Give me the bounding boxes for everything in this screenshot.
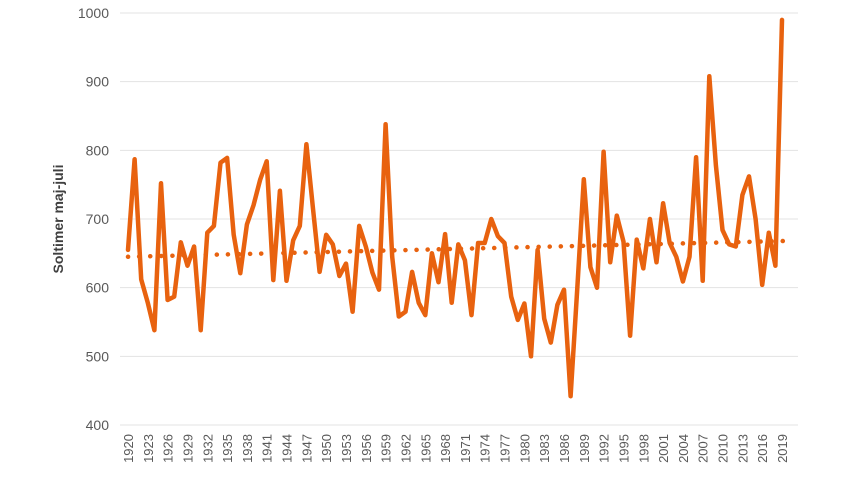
y-tick-label: 1000 — [78, 5, 109, 21]
x-tick-label: 1956 — [359, 434, 374, 463]
x-tick-label: 2007 — [696, 434, 711, 463]
x-tick-label: 1932 — [200, 434, 215, 463]
x-tick-label: 1971 — [458, 434, 473, 463]
x-tick-label: 1992 — [597, 434, 612, 463]
x-tick-label: 2001 — [656, 434, 671, 463]
x-tick-label: 2004 — [676, 434, 691, 463]
x-tick-label: 1950 — [319, 434, 334, 463]
x-tick-label: 1998 — [636, 434, 651, 463]
x-tick-label: 1959 — [379, 434, 394, 463]
y-tick-label: 400 — [86, 417, 110, 433]
x-tick-label: 1980 — [517, 434, 532, 463]
x-tick-label: 1965 — [418, 434, 433, 463]
x-tick-label: 1935 — [220, 434, 235, 463]
y-axis-tick-labels: 400 500 600 700 800 900 1000 — [78, 5, 109, 433]
x-axis-tick-labels: 1920 1923 1926 1929 1932 1935 1938 1941 1944 1947… — [121, 434, 790, 463]
x-tick-label: 2013 — [735, 434, 750, 463]
y-tick-label: 500 — [86, 348, 110, 364]
x-tick-label: 1929 — [180, 434, 195, 463]
x-tick-label: 1986 — [557, 434, 572, 463]
x-tick-label: 1923 — [141, 434, 156, 463]
x-tick-label: 1983 — [537, 434, 552, 463]
x-tick-label: 2019 — [775, 434, 790, 463]
x-tick-label: 1995 — [616, 434, 631, 463]
x-tick-label: 1920 — [121, 434, 136, 463]
gridlines — [120, 12, 798, 426]
x-tick-label: 1938 — [240, 434, 255, 463]
x-tick-label: 2010 — [716, 434, 731, 463]
y-tick-label: 600 — [86, 280, 110, 296]
y-tick-label: 800 — [86, 142, 110, 158]
x-tick-label: 1977 — [498, 434, 513, 463]
x-tick-label: 1953 — [339, 434, 354, 463]
x-tick-label: 2016 — [755, 434, 770, 463]
x-tick-label: 1962 — [398, 434, 413, 463]
x-tick-label: 1947 — [299, 434, 314, 463]
x-tick-label: 1941 — [260, 434, 275, 463]
y-tick-label: 700 — [86, 211, 110, 227]
data-series-line — [125, 17, 785, 399]
x-tick-label: 1926 — [161, 434, 176, 463]
x-tick-label: 1968 — [438, 434, 453, 463]
y-axis-title: Soltimer maj-juli — [50, 165, 66, 274]
y-tick-label: 900 — [86, 74, 110, 90]
x-tick-label: 1944 — [280, 434, 295, 463]
x-tick-label: 1974 — [478, 434, 493, 463]
x-tick-label: 1989 — [577, 434, 592, 463]
